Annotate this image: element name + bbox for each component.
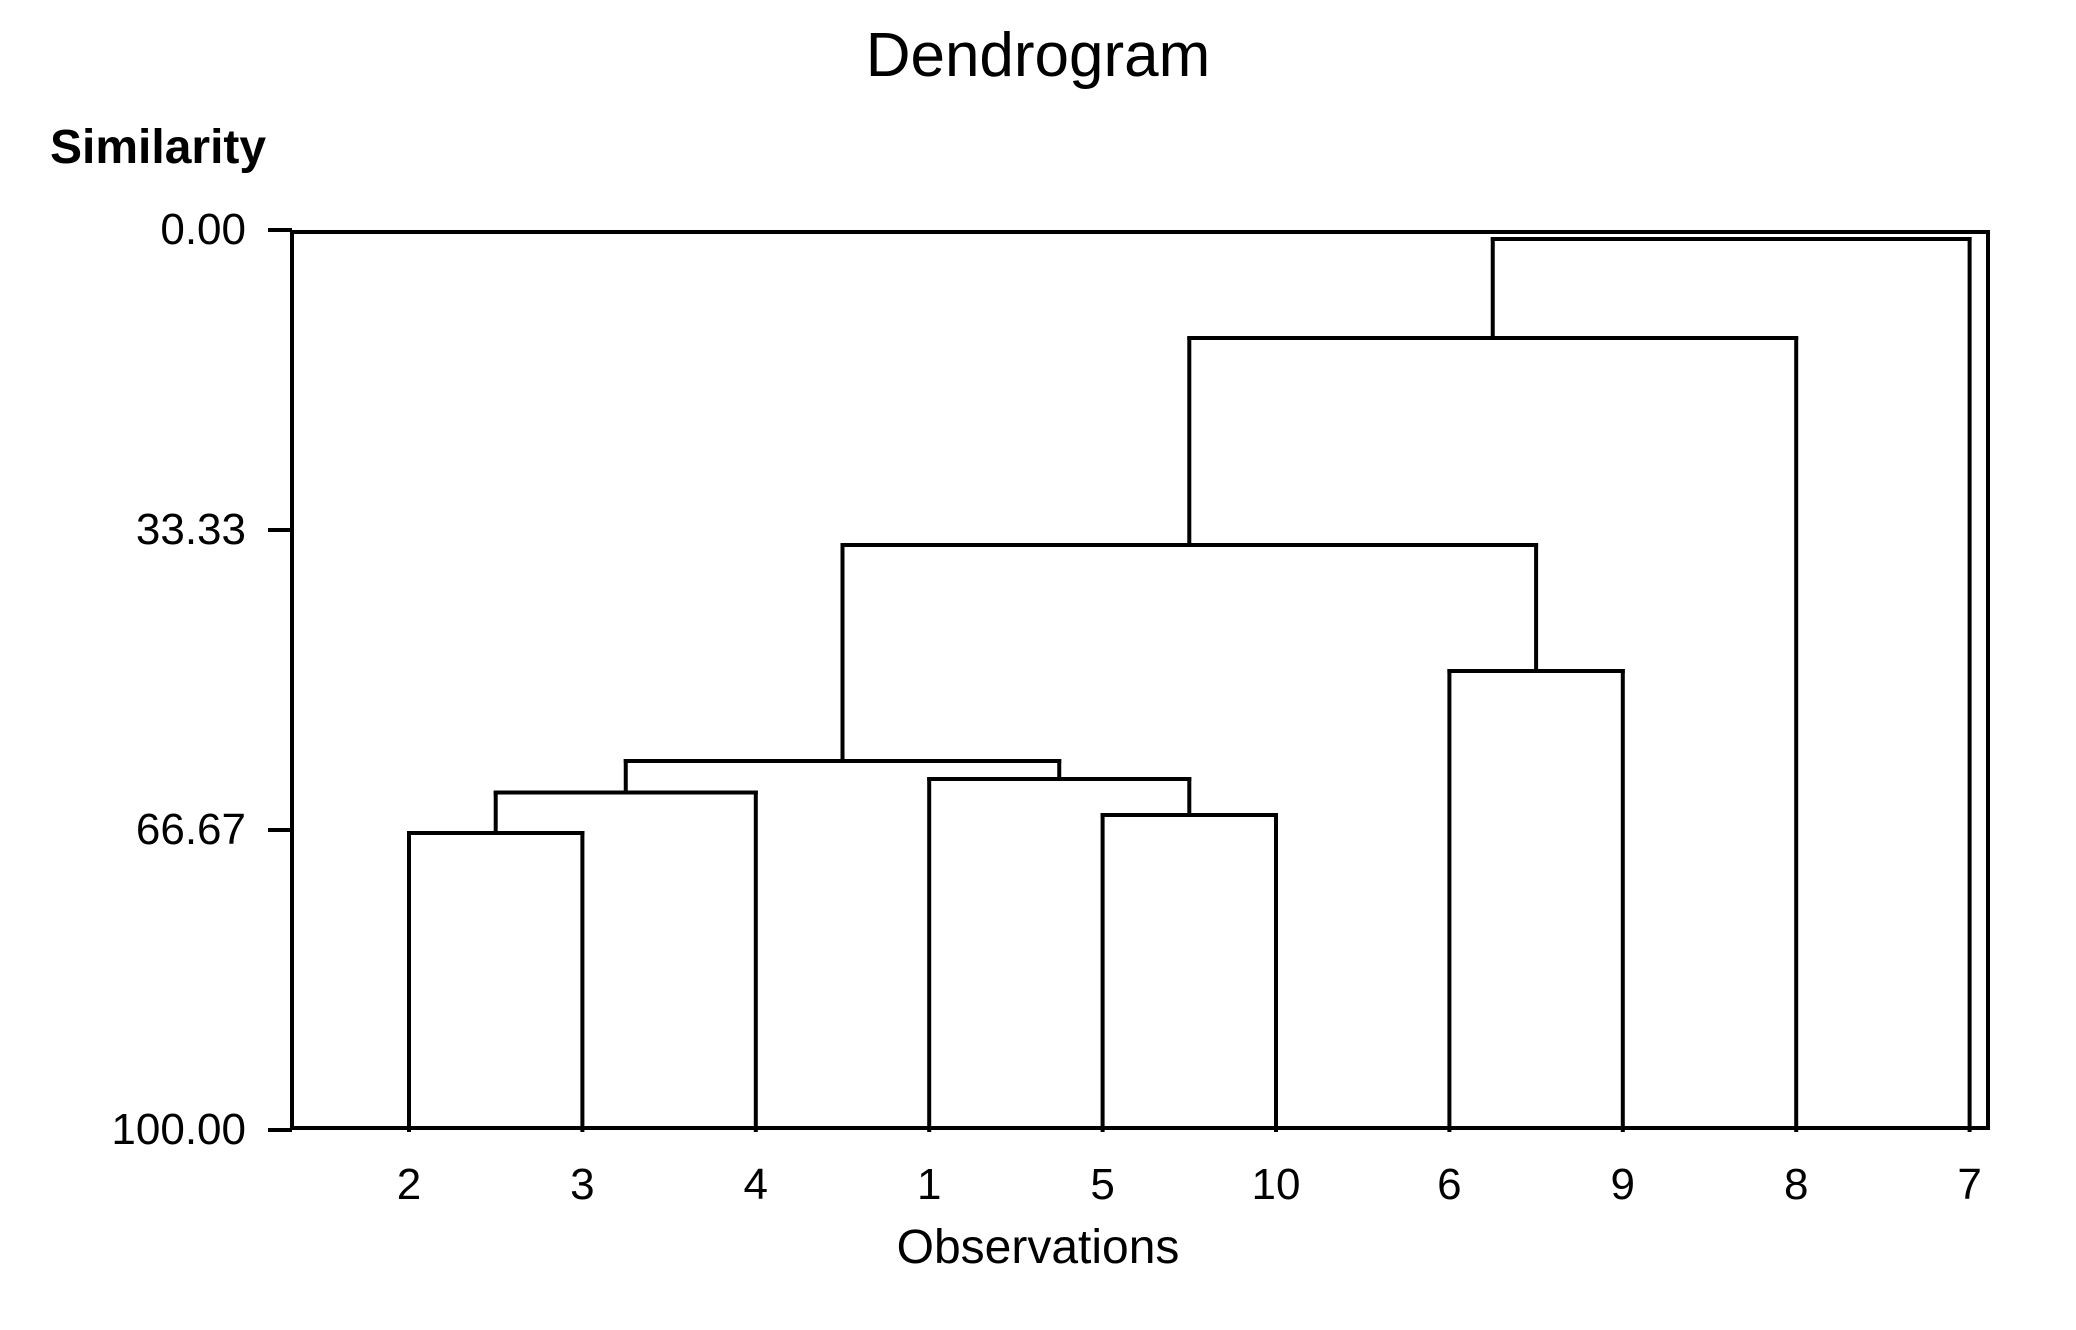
y-tick-label: 100.00 [111, 1105, 246, 1155]
x-tick-label: 4 [744, 1160, 768, 1210]
y-tick-label: 33.33 [136, 505, 246, 555]
dendrogram-plot [290, 230, 1990, 1130]
chart-title: Dendrogram [866, 20, 1211, 91]
plot-border [292, 232, 1988, 1128]
x-tick-label: 10 [1252, 1160, 1301, 1210]
y-tick-label: 66.67 [136, 805, 246, 855]
x-tick-label: 6 [1437, 1160, 1461, 1210]
y-tick-label: 0.00 [160, 205, 246, 255]
x-tick-label: 8 [1784, 1160, 1808, 1210]
plot-frame [292, 232, 1988, 1128]
y-ticks [270, 230, 290, 1130]
x-tick-label: 5 [1090, 1160, 1114, 1210]
dendrogram-chart: Dendrogram Similarity Observations 0.00 3… [0, 0, 2076, 1330]
x-tick-label: 2 [397, 1160, 421, 1210]
dendrogram-branches [409, 239, 1970, 1130]
x-tick-label: 1 [917, 1160, 941, 1210]
x-axis-label: Observations [897, 1220, 1180, 1275]
x-tick-label: 7 [1957, 1160, 1981, 1210]
y-axis-label: Similarity [50, 120, 266, 175]
x-tick-label: 3 [570, 1160, 594, 1210]
x-tick-label: 9 [1611, 1160, 1635, 1210]
